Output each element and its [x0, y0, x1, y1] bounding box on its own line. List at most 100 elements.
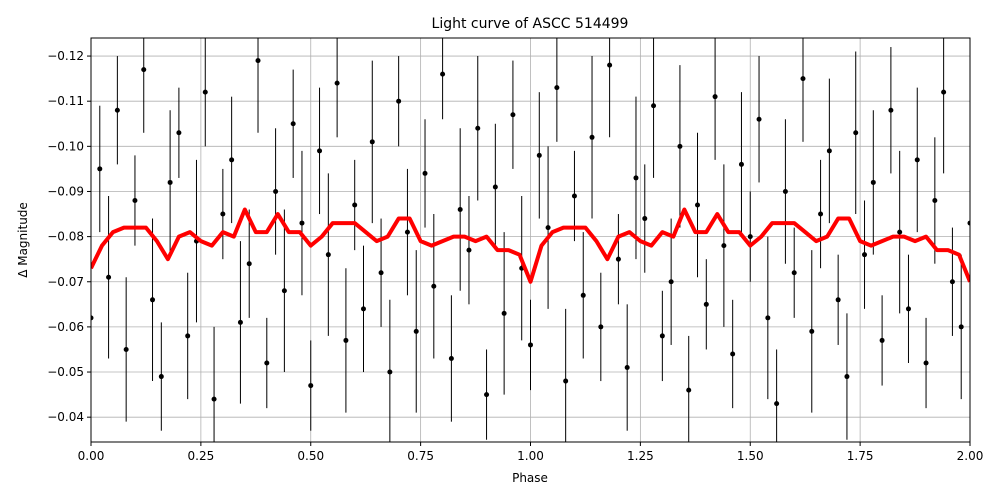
x-tick-label: 2.00 [957, 449, 984, 463]
data-point [651, 103, 657, 109]
y-tick-label: −0.10 [47, 139, 84, 153]
data-point [818, 211, 824, 217]
data-point [132, 198, 138, 204]
data-point [897, 229, 903, 235]
data-point [229, 157, 235, 163]
data-point [528, 342, 533, 348]
data-point [563, 378, 569, 384]
y-axis-label: Δ Magnitude [16, 202, 30, 278]
x-tick-label: 0.25 [188, 449, 215, 463]
data-point [457, 207, 463, 213]
data-point [756, 116, 762, 122]
data-point [220, 211, 226, 217]
data-point [642, 216, 648, 222]
data-point [791, 270, 797, 276]
data-point [615, 256, 621, 262]
data-point [106, 274, 112, 280]
data-point [879, 337, 885, 343]
data-point [677, 143, 683, 149]
data-point [360, 306, 366, 312]
data-point [554, 85, 560, 91]
data-point [158, 374, 164, 380]
data-point [290, 121, 296, 127]
binned-curve [91, 207, 970, 284]
data-point [97, 166, 103, 172]
data-point [888, 107, 894, 113]
data-point [686, 387, 692, 393]
data-point [299, 220, 305, 226]
data-point [246, 261, 252, 267]
x-tick-label: 1.00 [517, 449, 544, 463]
data-point [958, 324, 964, 330]
data-point [800, 76, 806, 82]
plot-data [91, 38, 970, 442]
data-point [923, 360, 929, 366]
data-point [914, 157, 920, 163]
data-point [202, 89, 208, 95]
data-point [308, 383, 314, 389]
data-point [378, 270, 384, 276]
y-tick-label: −0.09 [47, 184, 84, 198]
data-point [844, 374, 850, 380]
data-point [413, 328, 419, 334]
data-point [633, 175, 639, 181]
y-tick-label: −0.08 [47, 230, 84, 244]
data-point [176, 130, 182, 136]
data-point [352, 202, 358, 208]
data-point [712, 94, 718, 100]
axes: 0.00 0.25 0.50 0.75 1.00 1.25 1.50 1.75 2.00 −0.1… [47, 49, 983, 463]
data-point [123, 346, 129, 352]
data-point [624, 365, 630, 371]
data-point [343, 337, 349, 343]
data-point [545, 225, 551, 231]
data-point [571, 193, 577, 199]
data-point [598, 324, 604, 330]
data-point [466, 247, 472, 253]
data-point [369, 139, 375, 145]
data-point [721, 243, 727, 249]
data-point [835, 297, 841, 303]
data-point [387, 369, 393, 375]
data-point [659, 333, 665, 339]
x-tick-label: 0.75 [407, 449, 434, 463]
data-point [325, 252, 331, 258]
data-point [273, 188, 279, 194]
data-point [703, 301, 709, 307]
y-tick-label: −0.06 [47, 320, 84, 334]
data-point [668, 279, 674, 285]
data-point [237, 319, 243, 325]
chart-title: Light curve of ASCC 514499 [432, 16, 629, 32]
x-tick-label: 1.50 [737, 449, 764, 463]
data-point [334, 80, 340, 86]
x-tick-label: 1.25 [627, 449, 654, 463]
data-point [114, 107, 120, 113]
data-point [580, 292, 586, 298]
x-axis-label: Phase [512, 471, 548, 485]
data-point [932, 198, 938, 204]
data-point [167, 179, 173, 185]
data-point [589, 134, 595, 140]
data-point [150, 297, 156, 303]
data-point [91, 315, 94, 321]
data-point [396, 98, 402, 104]
data-point [809, 328, 815, 334]
data-point [211, 396, 217, 402]
data-point [440, 71, 446, 77]
data-point [782, 188, 788, 194]
data-point [484, 392, 490, 398]
data-point [695, 202, 701, 208]
y-tick-label: −0.04 [47, 410, 84, 424]
data-point [510, 112, 516, 118]
data-point [475, 125, 481, 131]
data-point [862, 252, 868, 258]
y-tick-label: −0.11 [47, 94, 84, 108]
data-point [422, 170, 428, 176]
data-point [941, 89, 947, 95]
data-point [967, 220, 970, 226]
x-tick-label: 1.75 [847, 449, 874, 463]
data-point [536, 152, 542, 158]
data-point [501, 310, 507, 316]
data-point [738, 161, 744, 167]
y-tick-label: −0.07 [47, 275, 84, 289]
data-point [853, 130, 859, 136]
